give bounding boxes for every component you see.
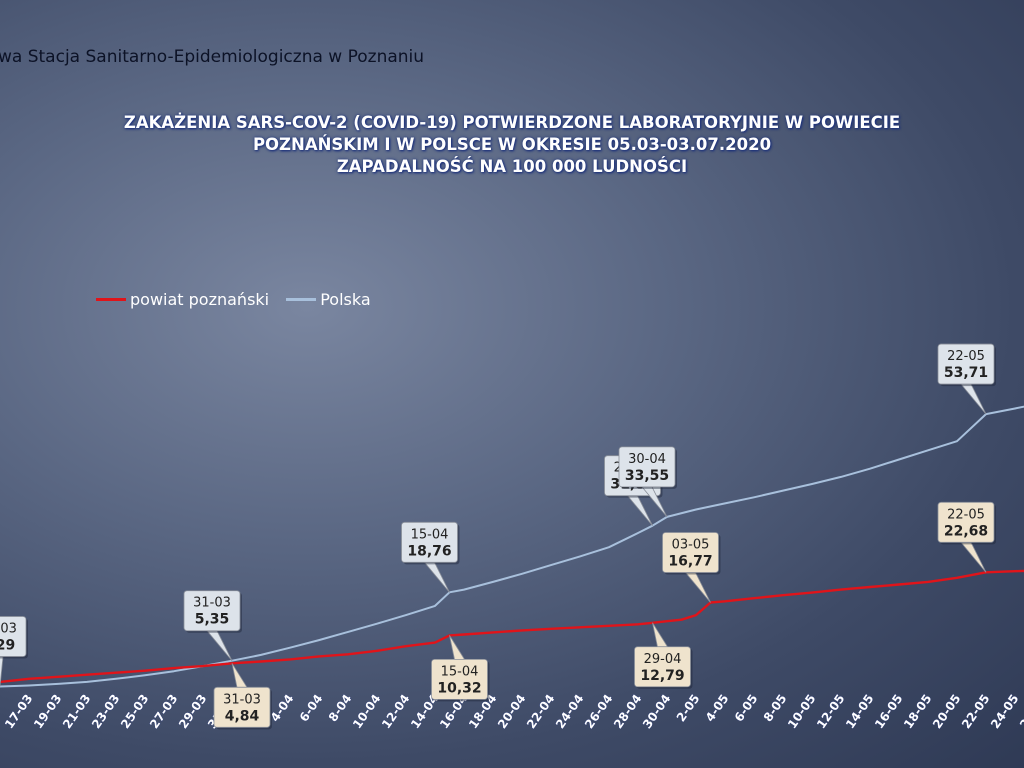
x-tick-label: 21-03 <box>60 692 93 731</box>
x-tick-label: 19-03 <box>31 692 64 731</box>
callout-box <box>213 686 271 728</box>
legend-label-powiat: powiat poznański <box>130 290 270 309</box>
x-tick-label: 20-05 <box>930 692 963 731</box>
callout-box <box>401 521 458 563</box>
x-tick-label: 18-05 <box>901 692 934 731</box>
callout-value: 10,32 <box>437 680 481 696</box>
x-tick-label: 8-05 <box>761 692 790 725</box>
x-tick-label: 6-04 <box>297 692 326 725</box>
callout-box <box>183 590 241 632</box>
x-tick-label: 2-05 <box>674 692 703 725</box>
legend-item-polska: Polska <box>286 290 371 309</box>
callout-date: 31-03 <box>223 692 261 707</box>
x-tick-label: 4-05 <box>703 692 732 725</box>
legend-label-polska: Polska <box>320 290 371 309</box>
x-tick-label: 12-05 <box>814 692 847 731</box>
callout-date: 30-04 <box>628 452 666 467</box>
callout-date: 03-05 <box>672 537 710 552</box>
x-tick-label: 12-04 <box>379 692 412 731</box>
x-tick-label: 27-03 <box>147 692 180 731</box>
x-tick-label: 22-05 <box>959 692 992 731</box>
callout-value: 18,76 <box>407 543 451 559</box>
legend: powiat poznański Polska <box>96 286 383 309</box>
x-tick-label: 20-04 <box>495 692 528 731</box>
x-tick-label: 25-03 <box>118 692 151 731</box>
x-tick-label: 8-04 <box>326 692 355 725</box>
x-tick-label: 17-03 <box>2 692 35 731</box>
callout-box <box>431 658 488 700</box>
legend-item-powiat: powiat poznański <box>96 290 269 309</box>
x-tick-label: 14-05 <box>843 692 876 731</box>
x-tick-label: 23-03 <box>89 692 122 731</box>
x-tick-label: 6-05 <box>732 692 761 725</box>
data-callout: 15-030,29 <box>0 616 28 687</box>
x-tick-label: 28-04 <box>611 692 644 731</box>
callout-value: 53,71 <box>944 365 988 381</box>
x-tick-label: 10-05 <box>785 692 818 731</box>
callout-date: 31-03 <box>193 596 231 611</box>
callout-date: 15-04 <box>411 527 449 542</box>
callout-box <box>937 501 995 543</box>
callout-date: 22-05 <box>947 349 985 364</box>
x-tick-label: 16-05 <box>872 692 905 731</box>
callout-date: 15-04 <box>441 664 479 679</box>
institution-name: wa Stacja Sanitarno-Epidemiologiczna w P… <box>0 47 425 67</box>
callout-box <box>937 343 995 385</box>
x-tick-label: 10-04 <box>350 692 383 731</box>
callout-date: 29-04 <box>644 652 682 667</box>
x-tick-label: 26-04 <box>582 692 615 731</box>
legend-swatch-powiat <box>96 298 126 301</box>
title-line-2: POZNAŃSKIM I W POLSCE W OKRESIE 05.03-03… <box>252 135 772 154</box>
callout-value: 22,68 <box>944 523 988 539</box>
chart-title: ZAKAŻENIA SARS-COV-2 (COVID-19) POTWIERD… <box>0 112 1024 178</box>
x-tick-label: 22-04 <box>524 692 557 731</box>
data-callout: 31-034,84 <box>213 663 272 730</box>
callout-value: 0,29 <box>0 638 15 654</box>
title-line-1: ZAKAŻENIA SARS-COV-2 (COVID-19) POTWIERD… <box>123 113 901 132</box>
series-line-polska <box>0 405 1024 688</box>
data-callout: 31-035,35 <box>183 590 242 661</box>
x-tick-label: 24-05 <box>988 692 1021 731</box>
x-tick-label: 30-04 <box>640 692 673 731</box>
legend-swatch-polska <box>286 298 317 301</box>
callout-value: 16,77 <box>668 553 712 569</box>
callout-value: 12,79 <box>640 668 684 684</box>
callout-box <box>618 446 676 488</box>
x-tick-label: 4-04 <box>268 692 297 725</box>
callout-box <box>662 532 719 573</box>
callout-value: 4,84 <box>225 708 260 724</box>
callout-date: 15-03 <box>0 622 17 637</box>
title-line-3: ZAPADALNOŚĆ NA 100 000 LUDNOŚCI <box>336 157 688 176</box>
series-line-powiat <box>0 569 1024 684</box>
callout-box <box>634 646 691 688</box>
callout-date: 22-05 <box>947 507 985 522</box>
x-tick-label: 24-04 <box>553 692 586 731</box>
callout-value: 33,55 <box>625 468 669 484</box>
callout-value: 5,35 <box>195 612 230 628</box>
x-tick-label: 29-03 <box>176 692 209 731</box>
callout-box <box>0 616 27 657</box>
